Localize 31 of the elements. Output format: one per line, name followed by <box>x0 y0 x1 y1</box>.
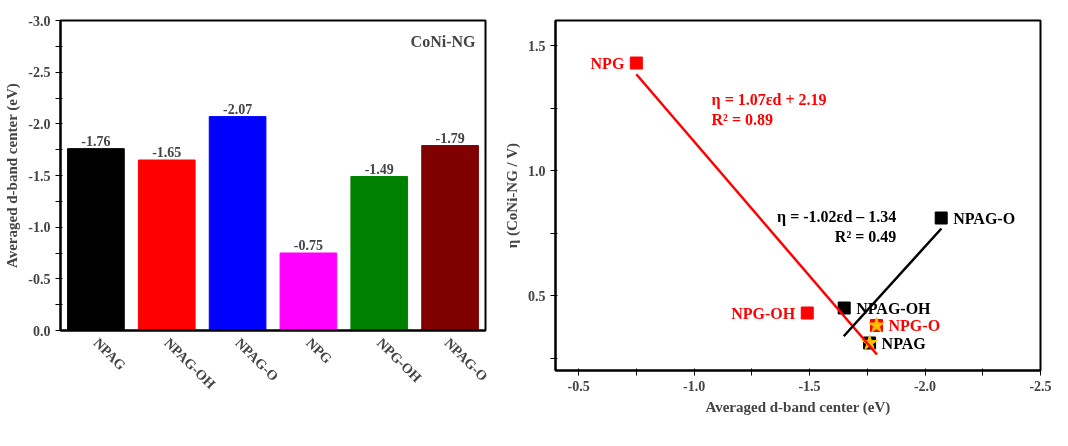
y-tick-label: -1.0 <box>28 220 51 236</box>
annotation: η = -1.02εd – 1.34 R² = 0.49 <box>777 208 897 246</box>
data-label: -0.75 <box>293 238 324 253</box>
y-tick-label: -3.0 <box>28 13 51 29</box>
annotation: NPG <box>590 54 625 72</box>
data-label: -1.49 <box>364 161 394 177</box>
data-label: -2.07 <box>223 101 253 117</box>
data-label: -1.65 <box>152 145 182 160</box>
x-axis-title: Averaged d-band center (eV) <box>705 398 891 416</box>
y-tick-label: 0.0 <box>33 323 51 339</box>
data-label: -1.76 <box>81 133 111 149</box>
annotation: NPG-OH <box>731 304 796 322</box>
y-axis-title: Averaged d-band center (eV) <box>4 83 22 269</box>
y-tick-label: 1.5 <box>528 38 546 54</box>
annotation: CoNi-NG <box>410 32 477 50</box>
y-tick-label: -2.5 <box>28 65 51 81</box>
annotation: η = 1.07εd + 2.19 R² = 0.89 <box>711 90 827 129</box>
y-axis-title: η (CoNi-NG / V) <box>504 142 521 249</box>
y-tick-label: -0.5 <box>28 271 51 287</box>
y-tick-label: -1.5 <box>28 168 51 184</box>
y-tick-label: 1.0 <box>528 163 546 179</box>
annotation: NPAG-O <box>953 209 1016 227</box>
x-tick-label: -2.5 <box>1029 378 1052 394</box>
y-tick-label: -2.0 <box>28 116 51 132</box>
y-tick-label: 0.5 <box>528 288 546 304</box>
x-tick-label: -2.0 <box>913 378 937 394</box>
x-tick-label: -1.0 <box>682 378 706 394</box>
x-tick-label: -0.5 <box>567 378 590 394</box>
data-label: -1.79 <box>435 130 465 146</box>
x-tick-label: -1.5 <box>798 378 821 394</box>
annotation: NPG-O <box>888 317 941 334</box>
